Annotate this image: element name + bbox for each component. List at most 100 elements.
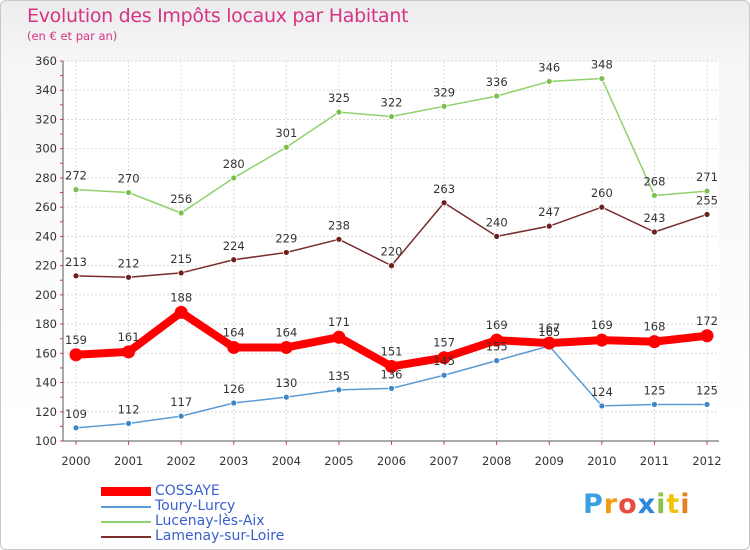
- data-label: 336: [486, 75, 508, 89]
- x-tick-label: 2008: [482, 454, 511, 468]
- data-label: 270: [118, 172, 140, 186]
- data-label: 161: [118, 330, 140, 344]
- chart-title: Evolution des Impôts locaux par Habitant: [27, 5, 409, 27]
- data-point: [282, 143, 290, 151]
- proxiti-logo: Proxiti: [583, 489, 691, 520]
- data-label: 346: [538, 60, 560, 74]
- data-label: 238: [328, 218, 350, 232]
- data-point: [174, 305, 188, 319]
- y-tick-label: 260: [35, 200, 57, 214]
- x-tick-label: 2007: [429, 454, 458, 468]
- data-label: 172: [696, 314, 718, 328]
- x-tick-label: 2001: [114, 454, 143, 468]
- legend-swatch-lucenay: [101, 521, 151, 523]
- data-label: 213: [65, 255, 87, 269]
- data-point: [72, 186, 80, 194]
- data-label: 169: [486, 318, 508, 332]
- x-tick-label: 2011: [640, 454, 669, 468]
- data-label: 268: [643, 174, 665, 188]
- x-tick-label: 2009: [535, 454, 564, 468]
- data-label: 157: [433, 336, 455, 350]
- data-point: [385, 359, 398, 373]
- data-label: 151: [381, 344, 403, 358]
- data-label: 124: [591, 385, 613, 399]
- data-label: 155: [486, 340, 508, 354]
- data-label: 164: [275, 325, 297, 339]
- legend-item-cossaye[interactable]: COSSAYE: [101, 483, 401, 500]
- data-point: [703, 401, 711, 408]
- data-label: 135: [328, 369, 350, 383]
- data-label: 255: [696, 193, 718, 207]
- data-point: [177, 412, 185, 420]
- y-tick-label: 220: [35, 259, 57, 273]
- data-point: [437, 351, 451, 365]
- data-label: 117: [170, 395, 192, 409]
- data-label: 329: [433, 85, 455, 99]
- data-point: [282, 393, 290, 401]
- data-label: 159: [65, 333, 87, 347]
- data-label: 229: [275, 231, 297, 245]
- data-point: [72, 424, 80, 432]
- data-point: [703, 187, 711, 195]
- data-point: [542, 336, 556, 350]
- data-label: 125: [643, 383, 665, 397]
- y-tick-label: 280: [35, 171, 57, 185]
- data-point: [335, 386, 343, 394]
- data-label: 164: [223, 325, 245, 339]
- data-point: [598, 203, 606, 211]
- data-point: [440, 102, 448, 110]
- series-lamenay-sur-loire: [72, 199, 711, 281]
- data-label: 224: [223, 239, 245, 253]
- data-point: [125, 273, 132, 281]
- data-label: 280: [223, 157, 245, 171]
- y-tick-label: 160: [35, 346, 57, 360]
- x-tick-label: 2006: [377, 454, 406, 468]
- data-point: [598, 402, 606, 410]
- data-label: 188: [170, 290, 192, 304]
- data-point: [282, 249, 290, 256]
- data-point: [230, 399, 238, 407]
- data-point: [388, 262, 395, 270]
- series-cossaye: [69, 305, 714, 373]
- legend-label-cossaye: COSSAYE: [155, 483, 220, 499]
- data-point: [545, 222, 553, 230]
- data-point: [440, 371, 448, 379]
- data-point: [388, 384, 395, 392]
- data-label: 263: [433, 182, 455, 196]
- data-label: 301: [275, 126, 297, 140]
- data-point: [177, 209, 185, 217]
- legend-label-toury-lurcy: Toury-Lurcy: [155, 498, 236, 514]
- x-tick-label: 2000: [61, 454, 90, 468]
- data-point: [335, 235, 343, 243]
- legend-item-toury-lurcy[interactable]: Toury-Lurcy: [101, 498, 401, 515]
- y-tick-label: 120: [35, 405, 57, 419]
- y-tick-label: 340: [35, 83, 57, 97]
- data-point: [279, 340, 293, 354]
- y-tick-label: 360: [35, 54, 57, 68]
- legend-item-lucenay[interactable]: Lucenay-lès-Aix: [101, 513, 401, 530]
- data-label: 256: [170, 192, 192, 206]
- data-point: [595, 333, 609, 347]
- data-point: [493, 232, 501, 240]
- legend-label-lamenay: Lamenay-sur-Loire: [155, 528, 285, 544]
- legend-item-lamenay[interactable]: Lamenay-sur-Loire: [101, 528, 401, 545]
- y-tick-label: 300: [35, 142, 57, 156]
- data-label: 348: [591, 58, 613, 72]
- data-point: [335, 108, 343, 116]
- data-label: 171: [328, 315, 350, 329]
- data-point: [177, 269, 185, 277]
- data-label: 247: [538, 205, 560, 219]
- series-lucenay-l-s-aix: [72, 75, 711, 217]
- data-label: 220: [381, 245, 403, 259]
- data-label: 125: [696, 383, 718, 397]
- data-label: 130: [275, 376, 297, 390]
- data-point: [598, 75, 606, 82]
- data-point: [125, 189, 132, 196]
- data-label: 126: [223, 382, 245, 396]
- data-point: [230, 256, 238, 264]
- x-tick-label: 2005: [324, 454, 353, 468]
- x-tick-label: 2004: [272, 454, 301, 468]
- data-point: [545, 78, 553, 85]
- data-point: [72, 272, 80, 280]
